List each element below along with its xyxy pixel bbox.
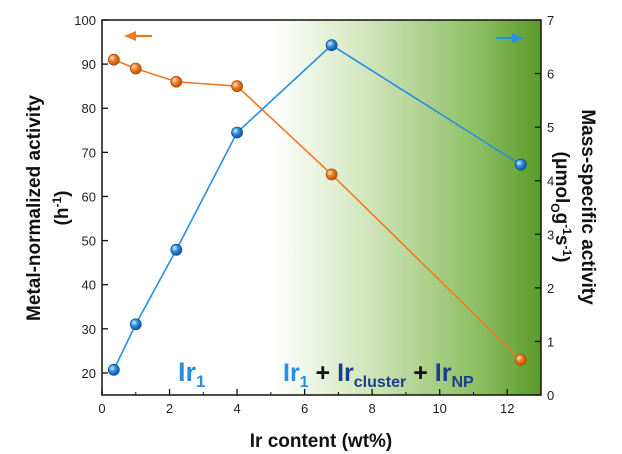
left-tick-label: 70 <box>82 145 96 160</box>
right-tick-label: 2 <box>547 281 554 296</box>
right-tick-label: 0 <box>547 388 554 403</box>
svg-text:Mass-specific activity: Mass-specific activity <box>577 109 598 305</box>
orange-arrow-icon <box>124 31 152 41</box>
x-tick-label: 2 <box>166 401 173 416</box>
shaded-region <box>272 20 541 395</box>
orange-data-point <box>170 75 183 88</box>
left-tick-label: 20 <box>82 366 96 381</box>
x-tick-label: 6 <box>301 401 308 416</box>
left-tick-label: 60 <box>82 189 96 204</box>
blue-data-point <box>107 363 120 376</box>
left-axis-title: Metal-normalized activity (h-1) <box>24 95 73 321</box>
left-tick-label: 100 <box>74 13 96 28</box>
right-tick-label: 1 <box>547 334 554 349</box>
blue-data-point <box>231 126 243 139</box>
region-label-mixed: Ir1 + Ircluster + IrNP <box>283 359 474 391</box>
x-tick-label: 10 <box>432 401 446 416</box>
blue-data-point <box>325 39 338 52</box>
orange-data-point <box>107 53 120 66</box>
left-tick-label: 50 <box>82 234 96 249</box>
x-tick-label: 8 <box>369 401 376 416</box>
plot-frame <box>101 19 542 396</box>
left-tick-label: 90 <box>82 57 96 72</box>
x-tick-label: 0 <box>98 401 105 416</box>
series-points <box>107 39 527 376</box>
blue-data-point <box>170 243 183 256</box>
orange-data-point <box>129 62 142 75</box>
svg-text:(μmolOg-1s-1): (μmolOg-1s-1) <box>548 152 574 263</box>
right-axis-title: Mass-specific activity (μmolOg-1s-1) <box>548 109 598 305</box>
right-tick-label: 6 <box>547 67 554 82</box>
right-tick-label: 3 <box>547 227 554 242</box>
blue-arrow-icon <box>496 33 524 43</box>
orange-data-point <box>514 353 527 366</box>
x-tick-label: 12 <box>500 401 514 416</box>
right-tick-label: 5 <box>547 120 554 135</box>
orange-data-point <box>325 168 338 181</box>
left-tick-label: 80 <box>82 101 96 116</box>
x-axis-title: Ir content (wt%) <box>250 431 393 452</box>
orange-data-point <box>231 80 243 93</box>
right-tick-label: 4 <box>547 174 554 189</box>
region-label-ir1: Ir1 <box>178 357 205 391</box>
right-tick-label: 7 <box>547 13 554 28</box>
svg-text:(h-1): (h-1) <box>50 191 73 226</box>
blue-series-line <box>113 44 522 371</box>
blue-data-point <box>514 158 527 171</box>
left-tick-label: 30 <box>82 322 96 337</box>
svg-text:Metal-normalized activity: Metal-normalized activity <box>24 95 45 321</box>
left-tick-label: 40 <box>82 278 96 293</box>
blue-data-point <box>129 318 142 331</box>
x-tick-label: 4 <box>233 401 240 416</box>
